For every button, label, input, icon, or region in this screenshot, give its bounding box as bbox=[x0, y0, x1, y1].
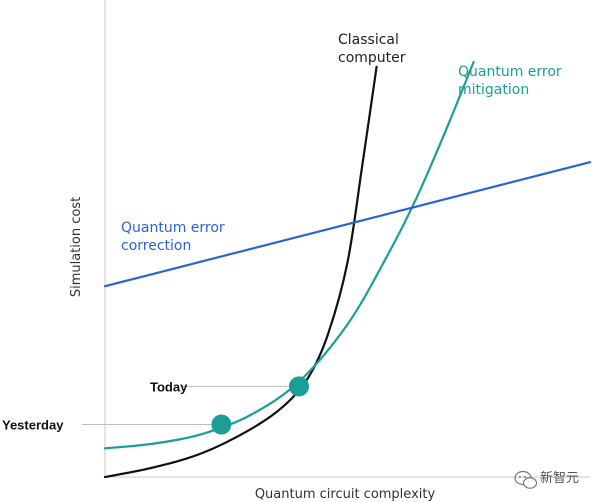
quantum-error-correction-line bbox=[103, 161, 592, 288]
classical-computer-line bbox=[103, 65, 378, 479]
x-axis-title: Quantum circuit complexity bbox=[255, 487, 436, 502]
yesterday-point bbox=[211, 414, 232, 435]
quantum-error-mitigation-line bbox=[103, 60, 475, 450]
series-layer bbox=[103, 60, 592, 479]
series-label-layer: Classical computer Quantum error mitigation… bbox=[121, 32, 562, 254]
point-layer: Today Yesterday bbox=[2, 376, 309, 435]
quantum-error-correction-label: Quantum error correction bbox=[121, 220, 225, 254]
wechat-icon bbox=[514, 470, 538, 489]
today-point-label: Today bbox=[150, 379, 188, 394]
classical-computer-label: Classical computer bbox=[338, 32, 406, 66]
yesterday-point-label: Yesterday bbox=[2, 418, 64, 433]
watermark-text: 新智元 bbox=[540, 470, 579, 486]
watermark: 新智元 bbox=[514, 470, 579, 489]
today-point bbox=[289, 376, 309, 397]
quantum-error-mitigation-label: Quantum error mitigation bbox=[458, 64, 562, 98]
y-axis-title: Simulation cost bbox=[69, 197, 84, 297]
